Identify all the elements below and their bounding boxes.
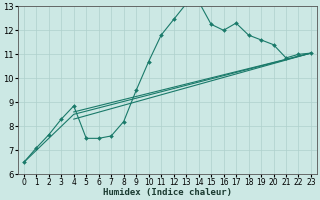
X-axis label: Humidex (Indice chaleur): Humidex (Indice chaleur): [103, 188, 232, 197]
